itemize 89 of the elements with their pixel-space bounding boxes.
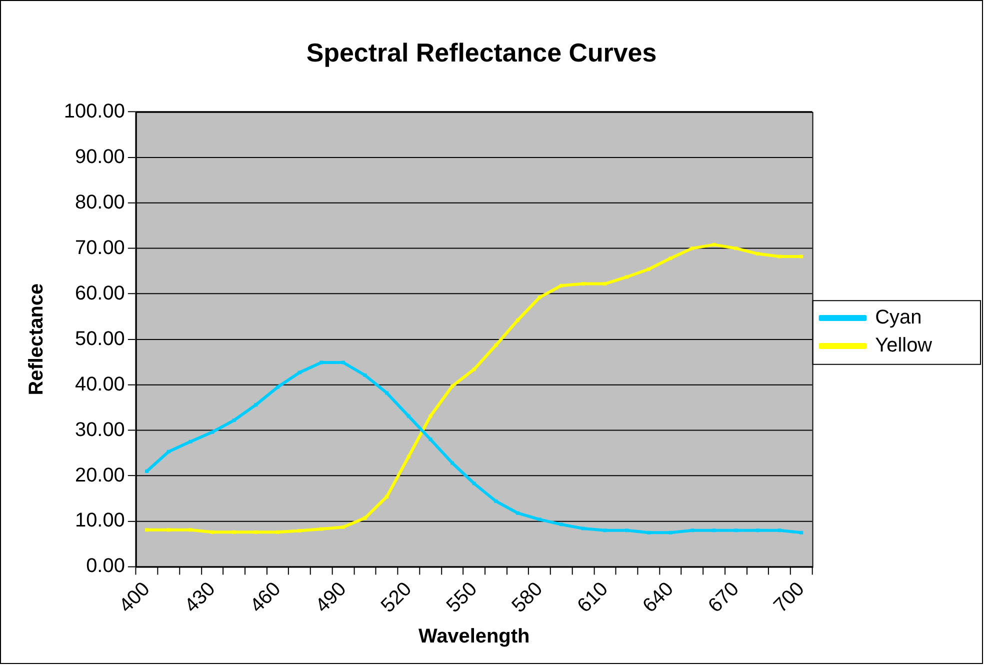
point <box>603 528 607 532</box>
point <box>690 246 694 250</box>
point <box>625 275 629 279</box>
x-tick-label: 460 <box>246 578 286 618</box>
point <box>320 527 324 531</box>
point <box>188 440 192 444</box>
point <box>145 469 149 473</box>
point <box>646 267 650 272</box>
point <box>166 450 170 454</box>
y-tick-label: 90.00 <box>74 146 125 168</box>
point <box>538 296 542 300</box>
x-tick-label: 700 <box>770 578 809 618</box>
point <box>450 461 454 465</box>
point <box>363 373 367 377</box>
point <box>712 528 716 532</box>
y-tick-label: 20.00 <box>74 464 125 486</box>
point <box>756 528 760 532</box>
point <box>406 454 410 458</box>
point <box>538 518 542 522</box>
x-tick-label: 520 <box>376 578 416 618</box>
x-tick-label: 430 <box>180 578 220 618</box>
legend-label: Cyan <box>875 306 922 329</box>
y-tick-label: 80.00 <box>74 191 125 214</box>
point <box>472 368 476 372</box>
point <box>385 494 389 498</box>
point <box>778 528 782 532</box>
x-tick-label: 580 <box>508 578 547 618</box>
point <box>494 499 498 503</box>
y-axis-title: Reflectance <box>25 283 48 396</box>
x-tick-label: 610 <box>573 578 612 618</box>
chart-title: Spectral Reflectance Curves <box>306 40 657 68</box>
x-tick-label: 640 <box>638 578 678 618</box>
x-axis-title: Wavelength <box>418 626 530 648</box>
point <box>560 522 564 526</box>
point <box>341 360 345 364</box>
point <box>406 414 410 418</box>
point <box>756 252 760 256</box>
y-tick-label: 50.00 <box>74 328 125 350</box>
point <box>450 384 454 388</box>
point <box>232 530 236 534</box>
point <box>188 528 192 532</box>
y-tick-label: 0.00 <box>86 555 125 578</box>
point <box>428 438 432 442</box>
point <box>668 530 672 534</box>
point <box>385 391 389 395</box>
point <box>603 282 607 286</box>
point <box>298 370 302 374</box>
point <box>341 525 345 529</box>
point <box>363 516 367 520</box>
legend-label: Yellow <box>875 334 933 356</box>
point <box>276 385 280 389</box>
point <box>254 403 258 407</box>
point <box>145 528 149 532</box>
point <box>276 530 280 534</box>
y-tick-label: 60.00 <box>74 282 125 304</box>
y-tick-label: 10.00 <box>74 510 125 532</box>
point <box>800 530 804 534</box>
point <box>516 318 520 322</box>
point <box>298 529 302 533</box>
point <box>428 414 432 418</box>
x-tick-label: 490 <box>312 578 351 618</box>
x-tick-label: 400 <box>115 578 154 618</box>
y-tick-label: 30.00 <box>74 418 125 441</box>
point <box>800 254 804 258</box>
x-tick-label: 670 <box>704 578 744 618</box>
y-tick-label: 100.00 <box>64 100 125 122</box>
point <box>734 246 738 250</box>
point <box>166 528 170 532</box>
point <box>778 254 782 258</box>
point <box>668 256 672 260</box>
point <box>494 343 498 347</box>
point <box>516 511 520 515</box>
point <box>560 284 564 288</box>
point <box>210 530 214 534</box>
point <box>232 418 236 422</box>
point <box>625 528 629 532</box>
point <box>210 430 214 434</box>
point <box>472 482 476 486</box>
point <box>690 528 694 532</box>
point <box>581 526 585 530</box>
point <box>320 360 324 364</box>
point <box>712 242 716 246</box>
point <box>646 530 650 534</box>
point <box>734 528 738 532</box>
point <box>254 530 258 534</box>
x-tick-label: 550 <box>442 578 482 618</box>
y-tick-label: 70.00 <box>74 236 125 259</box>
y-tick-label: 40.00 <box>74 373 125 396</box>
point <box>581 282 585 286</box>
